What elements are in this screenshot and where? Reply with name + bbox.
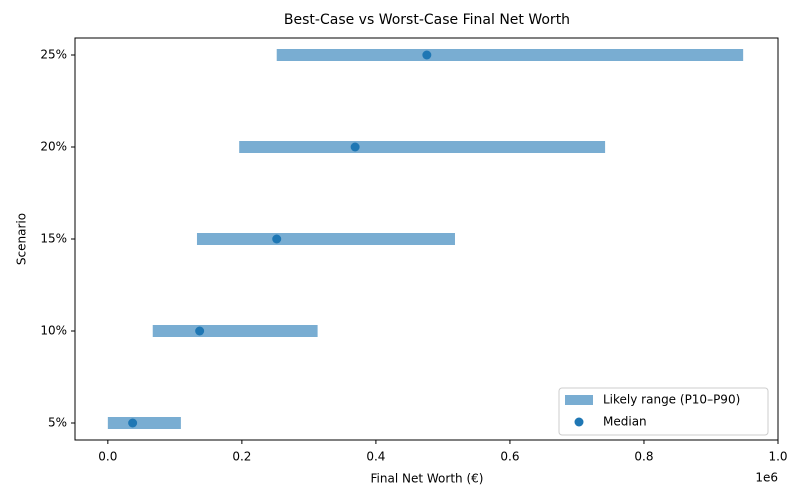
- y-axis-label: Scenario: [15, 213, 29, 265]
- y-tick-label: 25%: [40, 48, 67, 62]
- median-point: [195, 326, 205, 336]
- legend-label: Median: [603, 415, 647, 429]
- range-bar: [196, 233, 455, 245]
- median-point: [350, 142, 360, 152]
- median-point: [272, 234, 282, 244]
- range-bar: [107, 417, 181, 429]
- y-tick-label: 20%: [40, 140, 67, 154]
- legend-swatch: [565, 395, 593, 405]
- legend-marker: [574, 417, 584, 427]
- x-tick-label: 1.0: [768, 450, 787, 464]
- y-tick-label: 10%: [40, 324, 67, 338]
- median-point: [422, 50, 432, 60]
- x-offset-label: 1e6: [755, 471, 778, 485]
- range-bar: [276, 49, 744, 61]
- x-axis-label: Final Net Worth (€): [371, 472, 484, 486]
- chart-title: Best-Case vs Worst-Case Final Net Worth: [284, 12, 570, 28]
- x-tick-label: 0.8: [634, 450, 653, 464]
- x-tick-label: 0.6: [500, 450, 519, 464]
- range-bar: [239, 141, 606, 153]
- x-tick-label: 0.0: [98, 450, 117, 464]
- x-tick-label: 0.4: [366, 450, 385, 464]
- plot-frame: [74, 37, 779, 441]
- x-tick-label: 0.2: [232, 450, 251, 464]
- y-tick-label: 5%: [48, 416, 67, 430]
- y-tick-label: 15%: [40, 232, 67, 246]
- legend-box: [558, 387, 769, 436]
- range-bar: [152, 325, 318, 337]
- legend-label: Likely range (P10–P90): [603, 393, 740, 407]
- median-point: [128, 418, 138, 428]
